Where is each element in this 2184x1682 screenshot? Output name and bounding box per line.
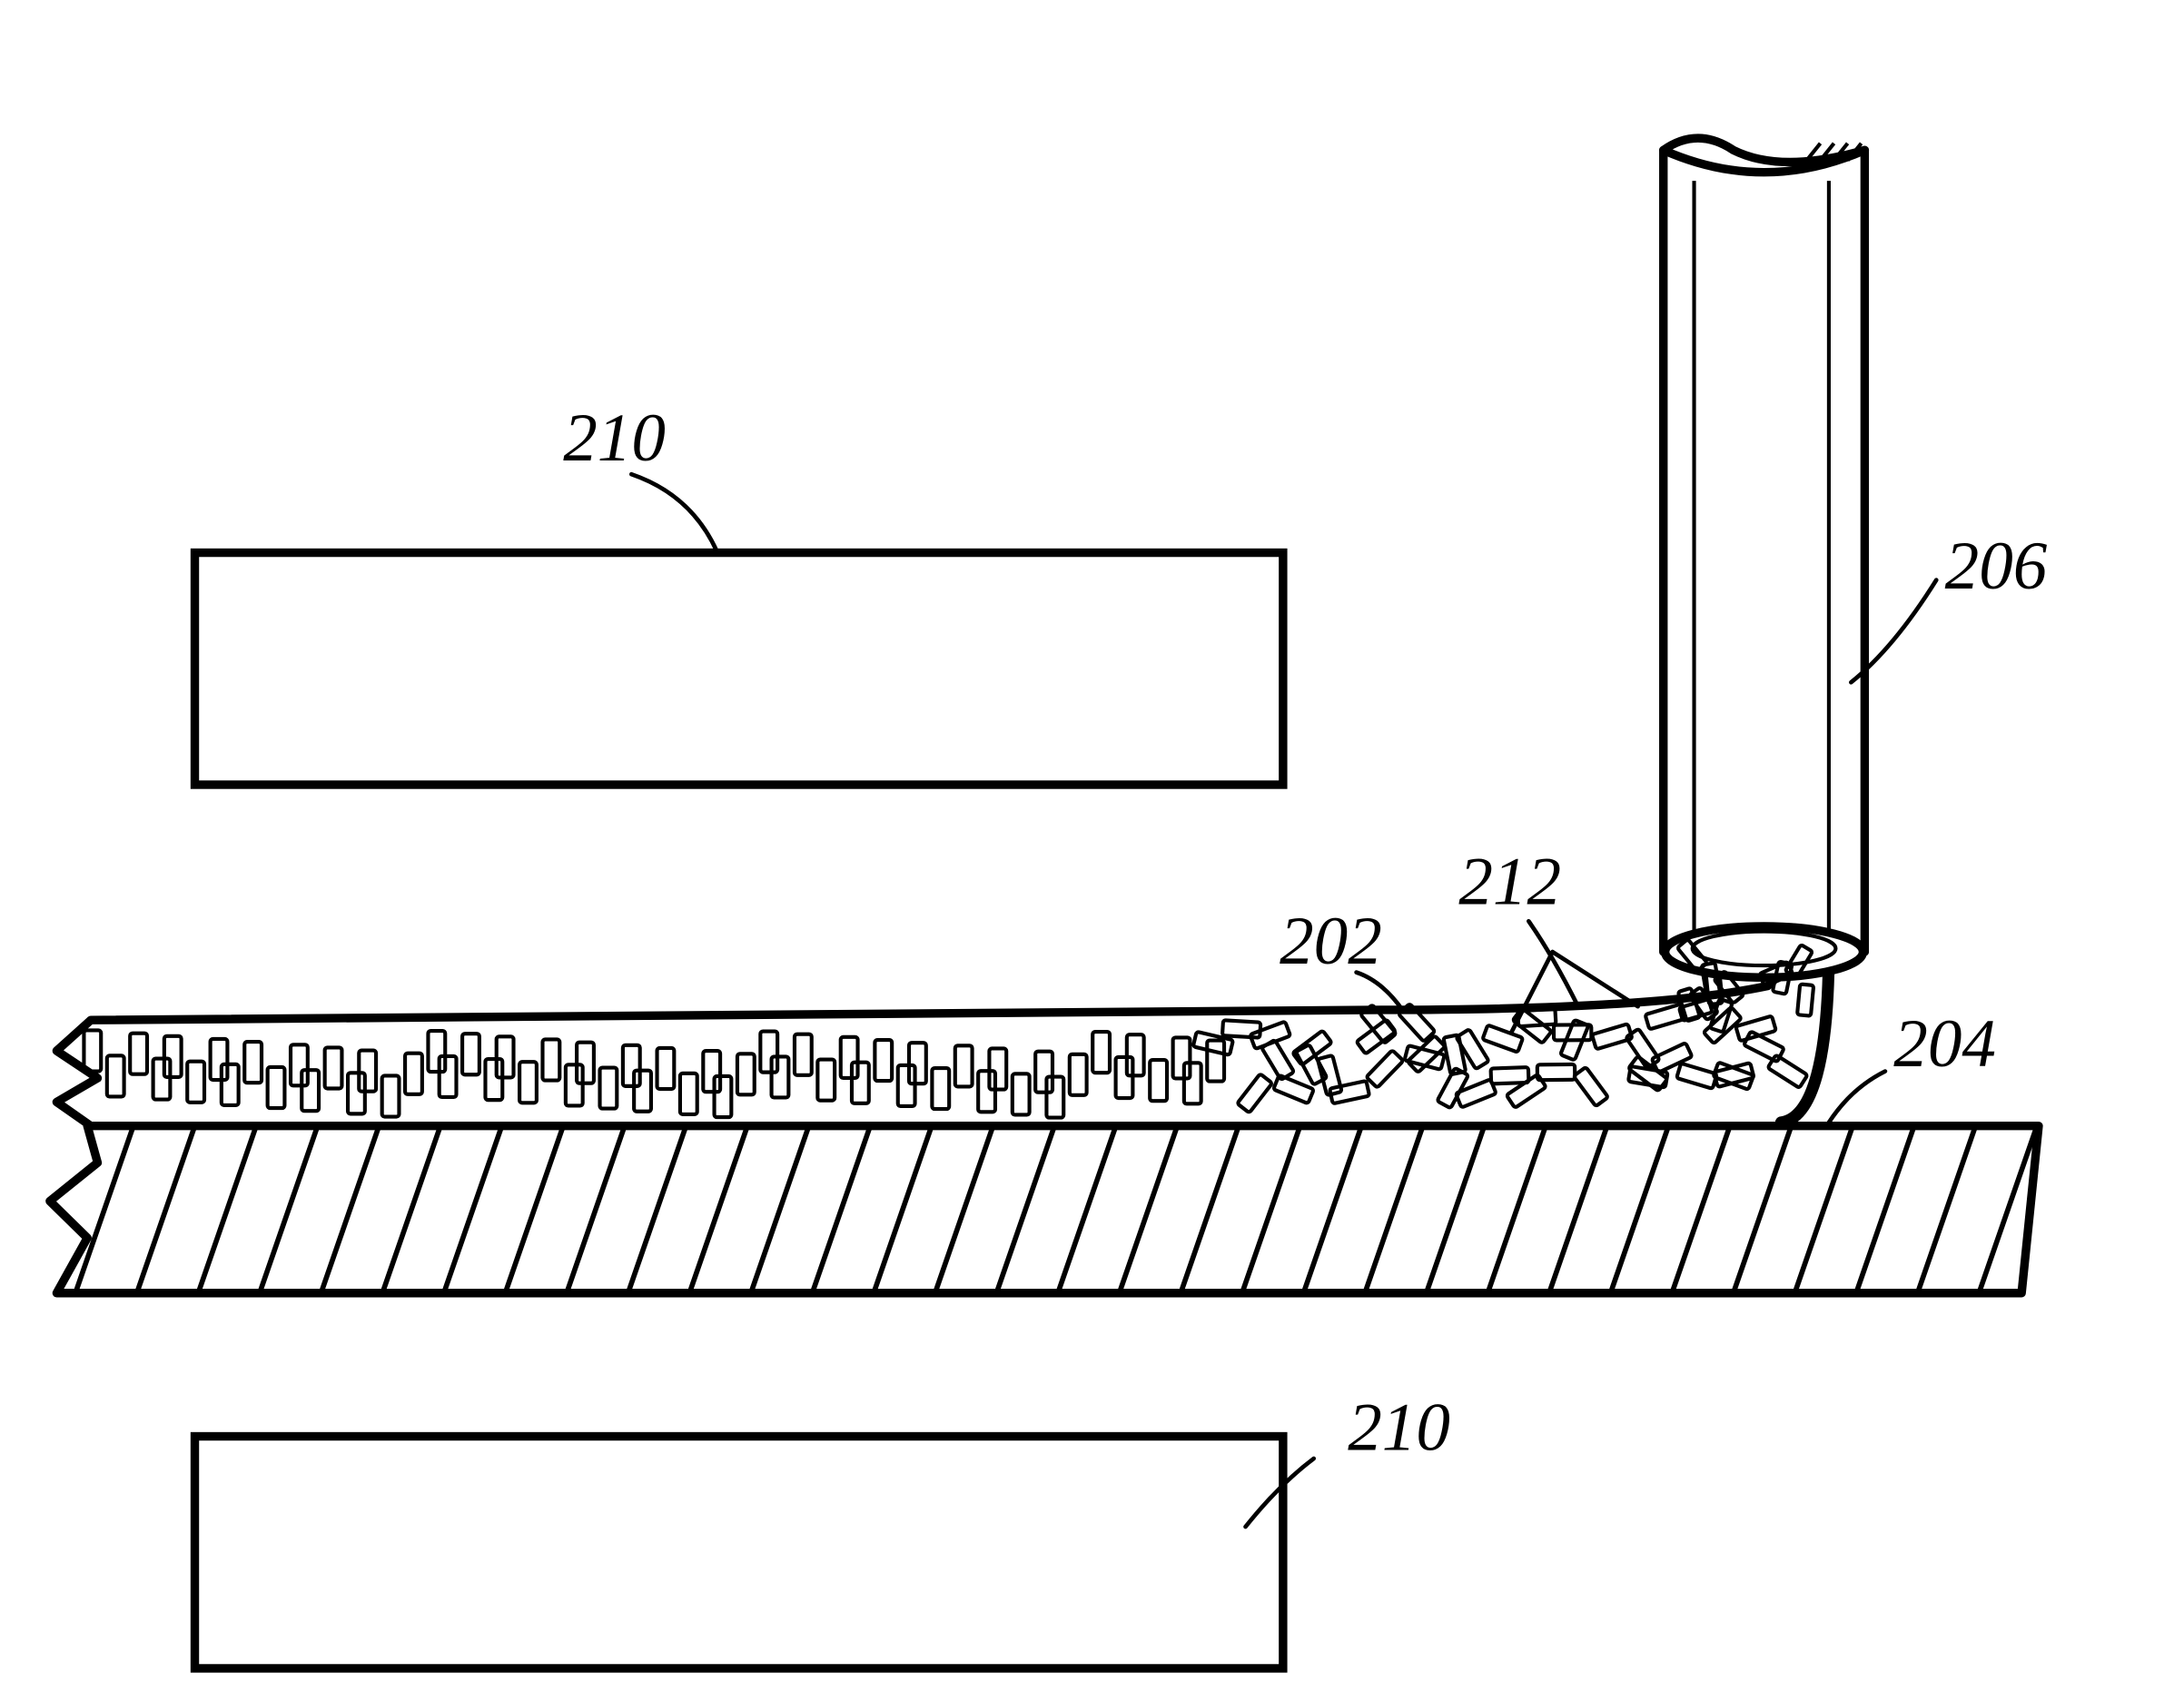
label-212: 212 (1458, 844, 1561, 919)
label-206: 206 (1945, 529, 2048, 604)
patent-figure: 210 206 212 202 204 210 (0, 0, 2184, 1682)
label-210: 210 (1348, 1390, 1450, 1466)
label-202: 202 (1280, 904, 1382, 979)
flakes-aligned-212 (84, 1030, 1224, 1117)
label-210: 210 (563, 401, 666, 476)
label-204: 204 (1893, 1006, 1996, 1082)
flakes-random-212 (1193, 1004, 1808, 1113)
coating-layer-202 (56, 945, 1829, 1126)
applicator-nozzle-206 (1664, 138, 1865, 977)
magnets-210 (195, 553, 1283, 1668)
